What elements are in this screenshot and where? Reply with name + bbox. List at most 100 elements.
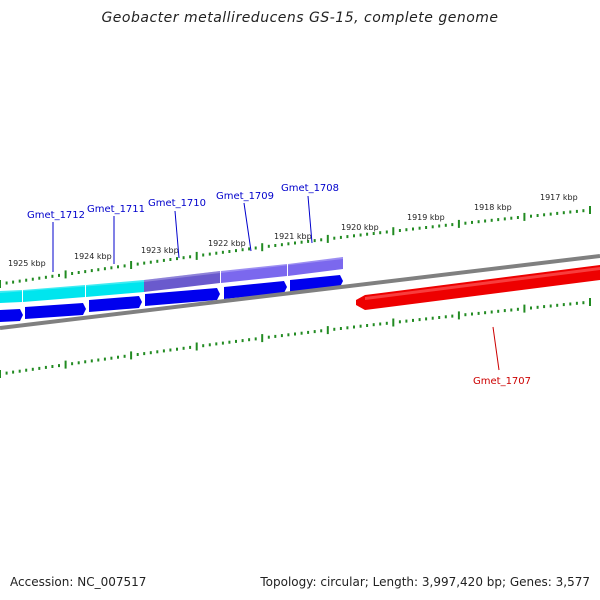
minor-tick — [202, 344, 205, 348]
map-title: Geobacter metallireducens GS-15, complet… — [101, 10, 499, 26]
kbp-label: 1920 kbp — [341, 223, 379, 232]
minor-tick — [280, 243, 283, 247]
minor-tick — [503, 309, 506, 313]
minor-tick — [464, 221, 467, 225]
minor-tick — [562, 303, 565, 307]
minor-tick — [97, 358, 100, 362]
minor-tick — [143, 261, 146, 265]
genome-summary-text: Topology: circular; Length: 3,997,420 bp… — [260, 575, 590, 589]
minor-tick — [235, 249, 237, 253]
minor-tick — [549, 212, 552, 216]
gene-label[interactable]: Gmet_1708 — [281, 183, 339, 194]
cog-segment — [288, 257, 343, 276]
minor-tick — [398, 320, 401, 324]
minor-tick — [418, 318, 421, 322]
minor-tick — [44, 365, 47, 369]
minor-tick — [5, 281, 8, 285]
kbp-label: 1919 kbp — [407, 213, 445, 222]
minor-tick — [71, 272, 74, 275]
minor-tick — [241, 248, 244, 252]
minor-tick — [385, 230, 388, 234]
minor-tick — [339, 327, 342, 330]
minor-tick — [248, 247, 251, 251]
major-tick — [0, 370, 1, 378]
major-tick — [326, 234, 329, 243]
minor-tick — [385, 321, 388, 325]
leader-line — [492, 326, 500, 371]
minor-tick — [294, 241, 296, 245]
minor-tick — [320, 238, 323, 242]
minor-tick — [248, 338, 251, 342]
major-tick — [130, 351, 133, 360]
minor-tick — [536, 305, 539, 309]
gene-label[interactable]: Gmet_1710 — [148, 198, 206, 209]
minor-tick — [12, 370, 15, 374]
gene-label[interactable]: Gmet_1709 — [216, 191, 274, 202]
minor-tick — [90, 269, 93, 273]
minor-tick — [339, 235, 342, 239]
minor-tick — [425, 226, 428, 229]
minor-tick — [412, 318, 414, 322]
minor-tick — [38, 276, 41, 280]
major-tick — [523, 304, 526, 313]
minor-tick — [123, 354, 126, 358]
minor-tick — [90, 359, 93, 363]
minor-tick — [38, 366, 41, 370]
kbp-label: 1922 kbp — [208, 239, 246, 248]
minor-tick — [543, 305, 546, 309]
kbp-labels: 1925 kbp 1924 kbp 1923 kbp 1922 kbp 1921… — [8, 193, 578, 268]
minor-tick — [12, 280, 15, 284]
minor-tick — [313, 239, 316, 243]
genome-backbone — [0, 254, 600, 330]
leader-line — [307, 195, 313, 244]
major-tick — [195, 342, 198, 351]
minor-tick — [182, 256, 185, 260]
minor-tick — [536, 214, 539, 217]
cds-arrow[interactable] — [224, 281, 287, 299]
minor-tick — [503, 217, 506, 221]
accession-text: Accession: NC_007517 — [10, 575, 147, 589]
minor-tick — [176, 347, 178, 351]
minor-tick — [274, 334, 277, 338]
cog-segment — [0, 290, 22, 303]
cds-arrow[interactable] — [0, 309, 23, 322]
minor-tick — [208, 343, 211, 347]
minor-tick — [156, 350, 159, 354]
minor-tick — [484, 219, 487, 223]
cds-arrow[interactable] — [89, 296, 142, 312]
minor-tick — [97, 268, 100, 272]
minor-tick — [25, 368, 28, 372]
minor-tick — [44, 275, 47, 279]
minor-tick — [189, 345, 192, 349]
minor-tick — [136, 353, 139, 356]
minor-tick — [431, 316, 434, 320]
gene-label[interactable]: Gmet_1711 — [87, 204, 145, 215]
minor-tick — [569, 210, 572, 214]
minor-tick — [510, 308, 513, 312]
kbp-label: 1921 kbp — [274, 232, 312, 241]
minor-tick — [549, 304, 552, 308]
gene-label[interactable]: Gmet_1712 — [27, 210, 85, 221]
minor-tick — [530, 306, 532, 310]
minor-tick — [110, 356, 113, 360]
major-tick — [195, 251, 198, 260]
minor-tick — [431, 225, 434, 229]
minor-tick — [51, 274, 54, 278]
kbp-label: 1925 kbp — [8, 259, 46, 268]
gene-leaders — [52, 195, 500, 371]
minor-tick — [300, 331, 303, 335]
major-tick — [130, 261, 133, 269]
cds-arrow[interactable] — [25, 303, 86, 319]
minor-tick — [84, 270, 87, 274]
cog-segment — [23, 285, 85, 302]
major-tick — [261, 334, 264, 343]
cds-arrow[interactable] — [145, 288, 220, 306]
gene-label[interactable]: Gmet_1707 — [473, 376, 531, 387]
minor-tick — [202, 253, 205, 257]
minor-tick — [235, 339, 237, 343]
minor-tick — [582, 301, 585, 305]
cog-segment — [221, 264, 287, 283]
minor-tick — [110, 266, 113, 270]
minor-tick — [156, 259, 159, 263]
